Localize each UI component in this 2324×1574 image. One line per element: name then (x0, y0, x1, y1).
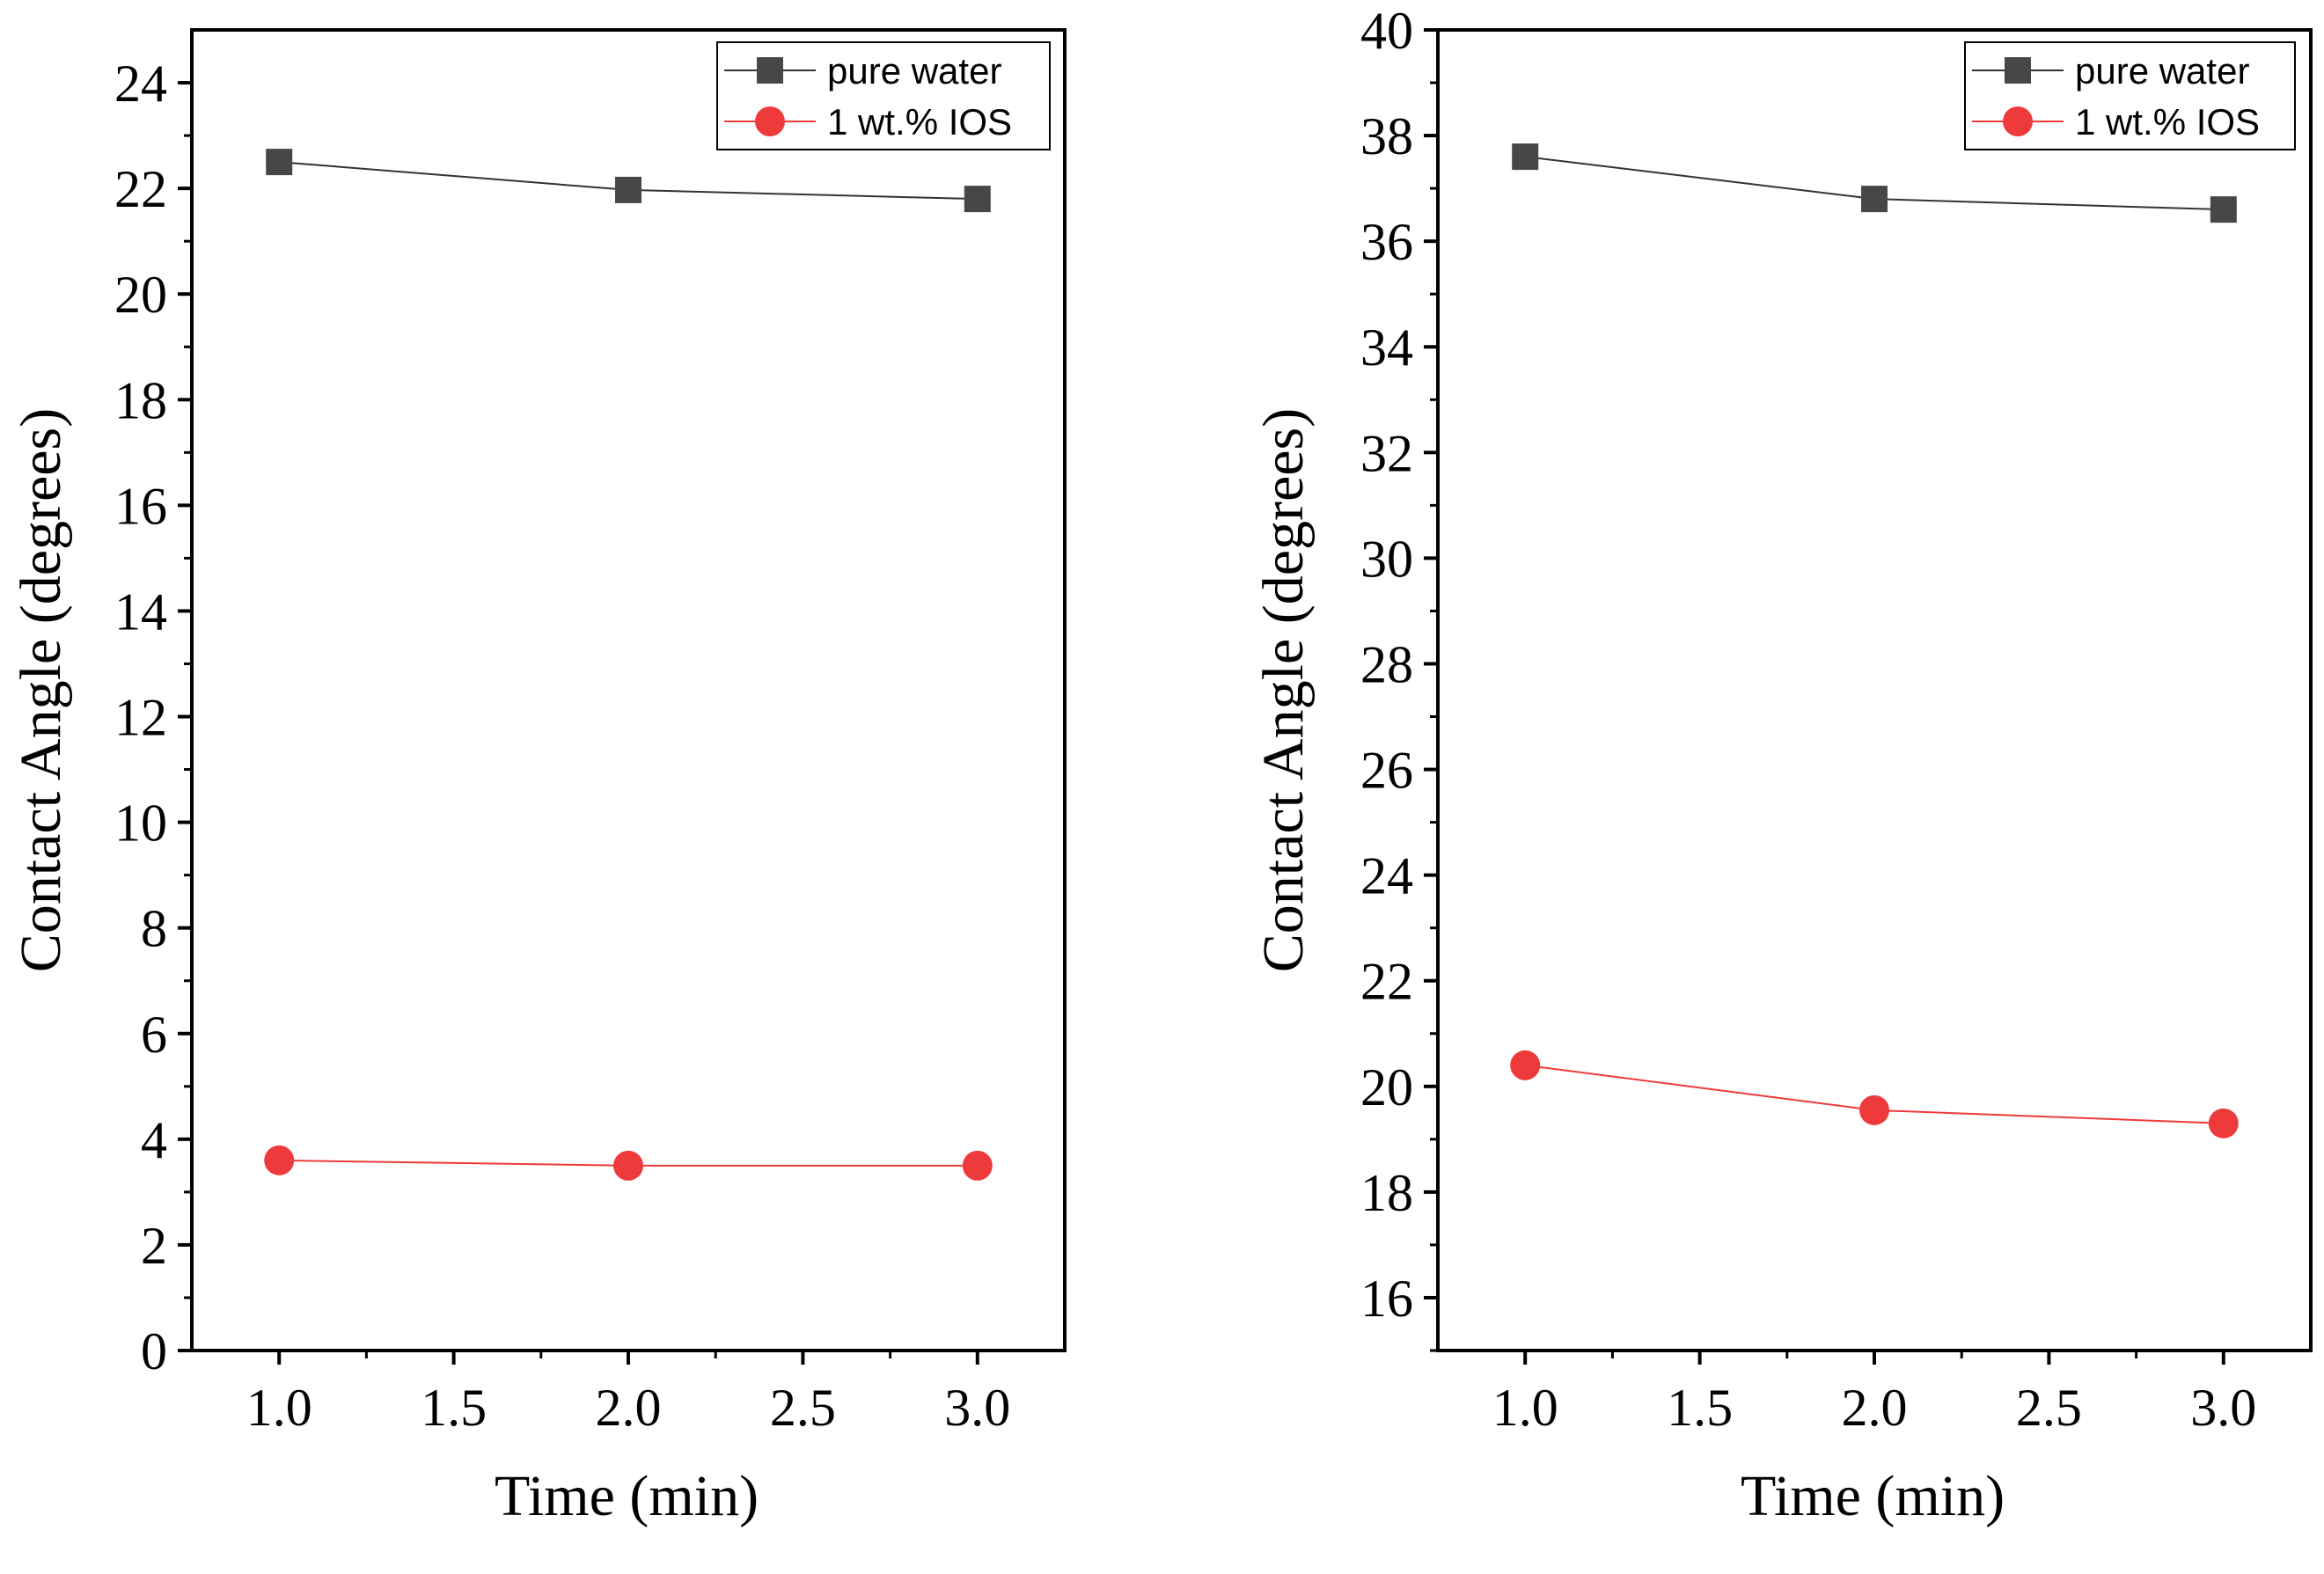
data-point (1512, 143, 1539, 171)
y-tick-label: 22 (1360, 953, 1413, 1011)
series-pure-water (266, 149, 991, 213)
y-tick-label: 4 (141, 1111, 167, 1169)
y-tick-label: 18 (114, 371, 167, 429)
legend-marker (757, 57, 783, 84)
y-tick-label: 36 (1360, 213, 1413, 271)
y-tick-label: 14 (114, 582, 167, 641)
y-axis-title: Contact Angle (degrees) (1251, 408, 1316, 972)
series-pure-water (1512, 143, 2237, 223)
legend: pure water 1 wt.% IOS (716, 41, 1051, 150)
y-tick-label: 20 (1360, 1058, 1413, 1116)
x-tick-label: 3.0 (944, 1379, 1010, 1437)
x-tick-label: 1.0 (1492, 1379, 1558, 1437)
y-tick-label: 10 (114, 794, 167, 853)
data-point (962, 1150, 993, 1181)
y-tick-label: 40 (1360, 2, 1413, 60)
legend-marker (2005, 57, 2031, 84)
x-tick-label: 1.5 (1667, 1379, 1733, 1437)
y-tick-label: 24 (114, 55, 167, 113)
series-ios (1510, 1050, 2239, 1138)
y-tick-label: 30 (1360, 530, 1413, 588)
y-tick-label: 16 (114, 477, 167, 535)
legend-marker (2003, 106, 2033, 136)
y-axis-title: Contact Angle (degrees) (9, 408, 73, 972)
data-point (615, 176, 641, 203)
y-tick-label: 38 (1360, 107, 1413, 165)
data-point (964, 186, 991, 213)
legend-label: 1 wt.% IOS (827, 101, 1012, 143)
data-point (2208, 1108, 2239, 1138)
y-tick-label: 2 (141, 1217, 167, 1275)
y-tick-label: 8 (141, 900, 167, 958)
x-tick-label: 2.0 (1842, 1379, 1908, 1437)
data-point (1859, 1094, 1889, 1125)
data-point (1510, 1050, 1541, 1080)
data-point (613, 1150, 643, 1181)
legend: pure water 1 wt.% IOS (1964, 41, 2296, 150)
data-point (266, 149, 293, 176)
x-tick-label: 2.0 (596, 1379, 662, 1437)
y-tick-label: 18 (1360, 1164, 1413, 1222)
series-ios (264, 1145, 993, 1181)
y-tick-label: 28 (1360, 635, 1413, 693)
plot-frame (1436, 28, 2313, 1352)
x-tick-label: 2.5 (2016, 1379, 2082, 1437)
data-point (2210, 196, 2237, 223)
x-tick-label: 3.0 (2190, 1379, 2256, 1437)
y-tick-label: 34 (1360, 318, 1413, 377)
x-tick-label: 1.0 (246, 1379, 312, 1437)
x-axis-title: Time (min) (495, 1464, 759, 1528)
y-tick-label: 26 (1360, 742, 1413, 800)
y-tick-label: 6 (141, 1006, 167, 1064)
contact-angle-chart-right: 1.0 1.5 2.0 2.5 3.0 16 18 20 22 24 26 28 30 32 34 36 38 4… (1251, 2, 2313, 1528)
x-axis-title: Time (min) (1741, 1464, 2005, 1528)
legend-label: pure water (827, 50, 1001, 92)
y-tick-label: 24 (1360, 847, 1413, 905)
legend-marker (755, 106, 785, 136)
y-tick-label: 16 (1360, 1270, 1413, 1328)
y-tick-label: 20 (114, 266, 167, 324)
x-tick-label: 1.5 (421, 1379, 487, 1437)
data-point (264, 1145, 295, 1175)
x-tick-label: 2.5 (770, 1379, 836, 1437)
legend-label: pure water (2075, 50, 2249, 92)
y-tick-label: 32 (1360, 424, 1413, 482)
y-tick-label: 22 (114, 160, 167, 218)
y-tick-label: 12 (114, 689, 167, 747)
y-tick-label: 0 (141, 1322, 167, 1380)
legend-label: 1 wt.% IOS (2075, 101, 2260, 143)
data-point (1861, 186, 1888, 213)
contact-angle-chart-left: 1.0 1.5 2.0 2.5 3.0024681012141618202224Time… (9, 28, 1067, 1528)
